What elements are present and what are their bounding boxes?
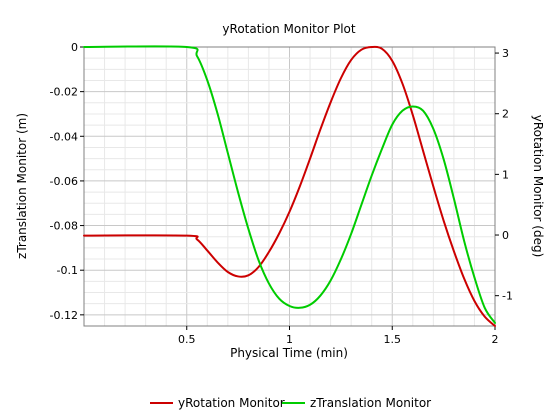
legend-label-ztranslation: zTranslation Monitor [310,396,431,410]
y-axis-left-label: zTranslation Monitor (m) [15,113,29,259]
y-left-tick-label: -0.1 [57,264,78,277]
x-tick-label: 2 [492,333,499,346]
x-axis-label: Physical Time (min) [230,346,348,360]
y-right-tick-label: 3 [502,47,509,60]
y-left-tick-label: -0.08 [50,220,78,233]
y-left-tick-label: -0.12 [50,309,78,322]
y-right-tick-label: 1 [502,168,509,181]
x-axis: 0.5 1 1.5 2 [178,326,499,346]
series-group [83,45,496,327]
y-axis-left: 0 -0.02 -0.04 -0.06 -0.08 -0.1 -0.12 [50,41,84,322]
chart-title: yRotation Monitor Plot [222,22,355,36]
legend-label-yrotation: yRotation Monitor [178,396,285,410]
y-left-tick-label: -0.02 [50,86,78,99]
x-tick-label: 1 [286,333,293,346]
legend: yRotation Monitor zTranslation Monitor [150,396,431,410]
series-line-yrotation-monitor [83,45,496,327]
x-tick-label: 0.5 [178,333,196,346]
y-right-tick-label: 0 [502,229,509,242]
x-tick-label: 1.5 [384,333,402,346]
y-left-tick-label: -0.06 [50,175,78,188]
y-left-tick-label: 0 [71,41,78,54]
grid [84,47,495,326]
y-axis-right-label: yRotation Monitor (deg) [531,115,545,258]
y-right-tick-label: -1 [502,290,513,303]
y-right-tick-label: 2 [502,108,509,121]
y-left-tick-label: -0.04 [50,130,78,143]
y-axis-right: 3 2 1 0 -1 [495,47,513,303]
series-line-ztranslation-monitor [83,45,496,324]
